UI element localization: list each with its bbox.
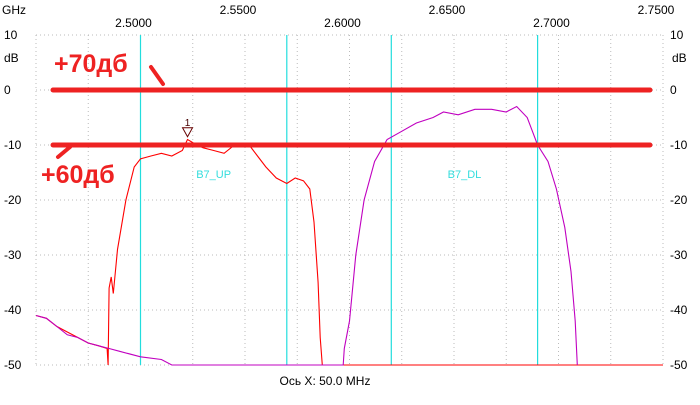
x-axis-label: Ось X: 50.0 MHz: [280, 374, 371, 388]
pointer-70db: [149, 65, 165, 86]
y-tick-label-right: 0: [670, 83, 677, 97]
x-tick-label: 2.5000: [115, 16, 152, 30]
y-tick-label-left: -20: [4, 193, 22, 207]
x-tick-label: 2.7500: [638, 3, 675, 17]
y-unit-label-right: dB: [672, 51, 687, 65]
annotation-60db: +60дб: [41, 161, 115, 189]
y-tick-label-left: -10: [4, 138, 22, 152]
y-tick-label-left: -50: [4, 358, 22, 372]
y-tick-label-right: -30: [670, 248, 688, 262]
x-tick-label: 2.7000: [533, 16, 570, 30]
y-tick-label-right: 10: [670, 28, 684, 42]
y-tick-label-right: -40: [670, 303, 688, 317]
x-tick-label: 2.6000: [324, 16, 361, 30]
y-tick-label-right: -10: [670, 138, 688, 152]
y-tick-label-left: -30: [4, 248, 22, 262]
marker-label: 1: [185, 118, 191, 129]
pointer-60db: [56, 145, 72, 159]
x-tick-label: 2.6500: [429, 3, 466, 17]
trace-b7-dl: [35, 105, 578, 366]
y-tick-label-right: -20: [670, 193, 688, 207]
y-tick-label-left: -40: [4, 303, 22, 317]
x-unit-label: GHz: [2, 3, 26, 17]
annotation-70db: +70дб: [54, 50, 128, 78]
band-label: B7_DL: [448, 169, 482, 181]
y-unit-label-left: dB: [4, 51, 19, 65]
y-tick-label-left: 0: [4, 83, 11, 97]
y-tick-label-right: -50: [670, 358, 688, 372]
x-tick-label: 2.5500: [220, 3, 257, 17]
marker-triangle: [181, 127, 194, 138]
y-tick-label-left: 10: [4, 28, 18, 42]
band-label: B7_UP: [196, 169, 231, 181]
